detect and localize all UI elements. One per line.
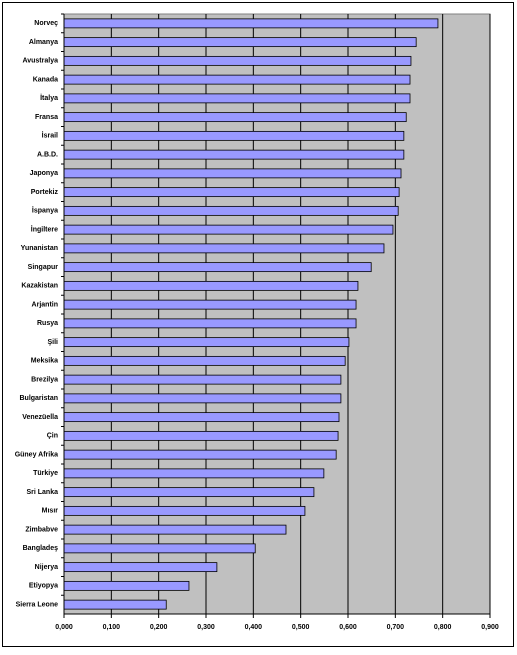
bar <box>63 468 325 479</box>
y-tick-label: İsrail <box>42 132 58 140</box>
bar <box>63 487 315 498</box>
y-tick-label: Kanada <box>33 76 58 83</box>
bar <box>63 280 359 291</box>
x-tick-label: 0,900 <box>481 624 499 631</box>
x-tick-label: 0,100 <box>103 624 121 631</box>
y-tick-label: İtalya <box>40 94 58 102</box>
y-tick-label: İspanya <box>32 207 58 215</box>
bar <box>63 393 342 404</box>
bar <box>63 543 256 554</box>
y-tick-label: Venezüella <box>22 414 58 421</box>
plot-area <box>63 13 491 615</box>
y-tick-label: Yunanistan <box>21 245 58 252</box>
y-tick-label: Singapur <box>28 264 59 271</box>
x-tick-label: 0,700 <box>387 624 405 631</box>
y-tick-label: Brezilya <box>31 376 58 383</box>
bar <box>63 580 190 591</box>
y-tick-label: Japonya <box>30 170 59 177</box>
bar <box>63 74 411 85</box>
y-tick-label: İngiltere <box>31 225 58 233</box>
bar <box>63 55 412 66</box>
y-tick-label: Meksika <box>31 358 58 365</box>
x-tick-label: 0,200 <box>150 624 168 631</box>
bar <box>63 112 407 123</box>
y-tick-label: Şili <box>47 339 58 346</box>
bar <box>63 299 357 310</box>
bar <box>63 37 417 48</box>
y-tick-label: Türkiye <box>33 470 58 477</box>
y-tick-label: Mısır <box>42 508 59 515</box>
bar <box>63 374 342 385</box>
bar <box>63 430 339 441</box>
x-tick-label: 0,600 <box>339 624 357 631</box>
y-tick-label: Kazakistan <box>21 283 58 290</box>
bar <box>63 449 337 460</box>
bar <box>63 412 340 423</box>
bar <box>63 187 400 198</box>
bar <box>63 505 306 516</box>
y-tick-label: Sri Lanka <box>26 489 58 496</box>
x-tick-label: 0,800 <box>434 624 452 631</box>
y-tick-label: Portekiz <box>31 189 59 196</box>
y-tick-label: Zimbabve <box>25 526 58 533</box>
bar <box>63 599 167 610</box>
bar <box>63 168 402 179</box>
y-tick-label: Almanya <box>29 39 58 46</box>
bar <box>63 224 394 235</box>
bar <box>63 524 287 535</box>
bar <box>63 205 399 216</box>
bar <box>63 149 405 160</box>
y-tick-label: Etiyopya <box>29 583 58 590</box>
x-tick-label: 0,300 <box>197 624 215 631</box>
y-tick-label: Sierra Leone <box>16 601 59 608</box>
bar <box>63 355 346 366</box>
bar <box>63 562 218 573</box>
bar <box>63 130 405 141</box>
y-tick-label: Arjantin <box>32 301 58 308</box>
bar <box>63 93 411 104</box>
x-tick-label: 0,500 <box>292 624 310 631</box>
bar <box>63 262 372 273</box>
y-tick-label: Fransa <box>35 114 58 121</box>
y-tick-label: Bangladeş <box>23 545 59 552</box>
y-tick-label: Rusya <box>37 320 58 327</box>
y-tick-label: Avustralya <box>22 58 58 65</box>
x-tick-label: 0,000 <box>55 624 73 631</box>
bar <box>63 243 385 254</box>
bar <box>63 337 350 348</box>
y-tick-label: Çin <box>47 433 58 440</box>
y-tick-label: Bulgaristan <box>19 395 58 402</box>
bar <box>63 318 357 329</box>
x-tick-label: 0,400 <box>245 624 263 631</box>
bar <box>63 18 439 29</box>
y-tick-label: Güney Afrika <box>15 451 58 458</box>
y-tick-label: A.B.D. <box>37 151 58 158</box>
y-tick-label: Norveç <box>34 20 58 27</box>
y-tick-label: Nijerya <box>35 564 58 571</box>
